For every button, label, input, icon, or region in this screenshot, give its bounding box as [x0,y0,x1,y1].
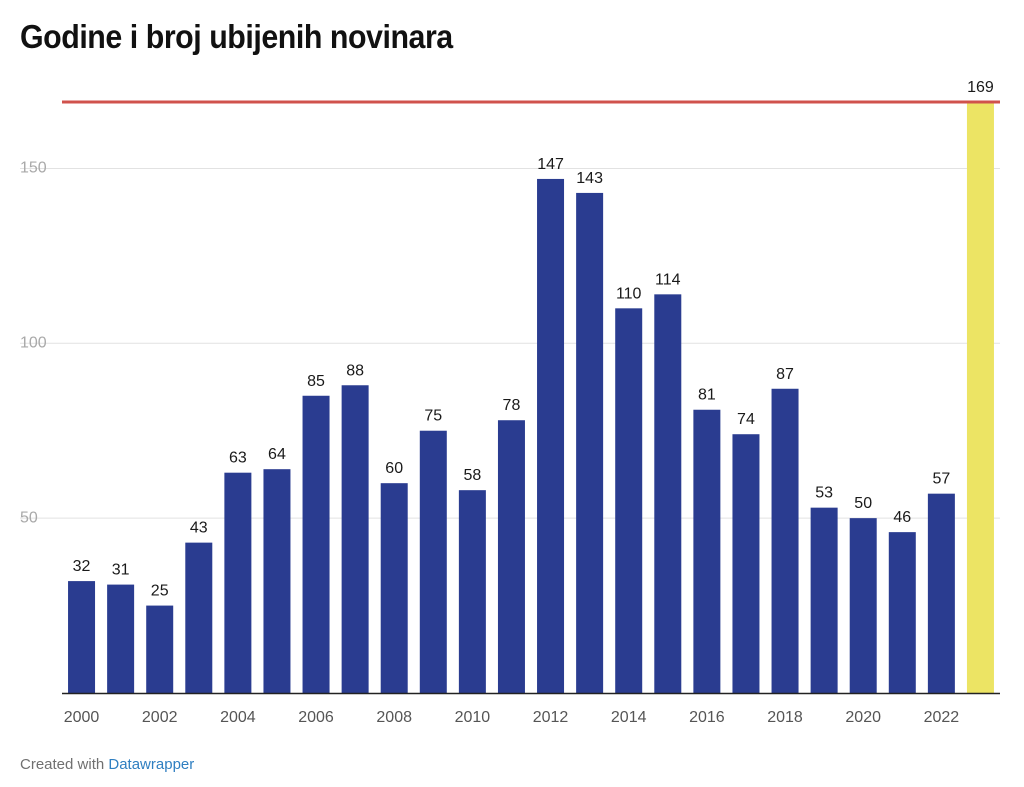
bar-2014 [615,308,643,693]
x-tick-label-2000: 2000 [64,709,100,726]
bar-2021 [888,532,916,693]
footer-credit: Created with Datawrapper [20,756,194,773]
x-tick-label-2010: 2010 [455,709,491,726]
value-label-2012: 147 [537,156,564,173]
y-tick-label-150: 150 [20,160,47,177]
x-tick-label-2014: 2014 [611,709,647,726]
value-label-2010: 58 [463,467,481,484]
value-label-2004: 63 [229,450,247,467]
y-tick-label-100: 100 [20,335,47,352]
bar-2022 [927,493,955,693]
footer-prefix: Created with [20,756,109,773]
chart-title: Godine i broj ubijenih novinara [20,18,453,55]
value-label-2021: 46 [893,509,911,526]
value-label-2011: 78 [503,397,521,414]
value-label-2020: 50 [854,495,872,512]
value-label-2009: 75 [424,408,442,425]
value-label-2003: 43 [190,520,208,537]
value-label-2015: 114 [655,271,681,288]
bar-2017 [732,434,760,693]
bar-2013 [576,192,604,693]
bar-2004 [224,472,252,693]
bar-2007 [341,385,369,693]
bar-2019 [810,507,838,693]
x-tick-label-2004: 2004 [220,709,256,726]
value-label-2018: 87 [776,366,794,383]
bar-2003 [185,542,213,693]
bar-2020 [849,518,877,693]
x-tick-label-2012: 2012 [533,709,569,726]
x-tick-label-2022: 2022 [924,709,960,726]
x-tick-label-2016: 2016 [689,709,725,726]
bar-2018 [771,388,799,693]
bar-2008 [380,483,408,693]
value-label-2017: 74 [737,411,755,428]
bar-2016 [693,409,721,693]
value-label-2022: 57 [932,471,950,488]
bar-2009 [419,430,447,693]
value-label-2005: 64 [268,446,286,463]
x-tick-label-2006: 2006 [298,709,334,726]
bar-2005 [263,469,291,693]
x-tick-label-2018: 2018 [767,709,803,726]
y-tick-label-50: 50 [20,509,38,526]
value-label-2019: 53 [815,485,833,502]
value-label-2013: 143 [576,170,603,187]
value-label-2023: 169 [967,79,994,96]
bar-2010 [458,490,486,693]
value-label-2016: 81 [698,387,716,404]
x-tick-label-2002: 2002 [142,709,178,726]
bar-2006 [302,395,330,693]
value-label-2002: 25 [151,583,169,600]
value-label-2001: 31 [112,562,130,579]
value-label-2007: 88 [346,362,364,379]
bar-2015 [654,294,682,693]
value-label-2014: 110 [616,285,642,302]
bar-2000 [68,581,96,693]
x-tick-label-2008: 2008 [376,709,412,726]
value-label-2006: 85 [307,373,325,390]
value-label-2000: 32 [73,558,91,575]
value-label-2008: 60 [385,460,403,477]
datawrapper-link[interactable]: Datawrapper [108,756,195,773]
bar-2012 [537,178,565,693]
bar-2011 [497,420,525,693]
x-tick-label-2020: 2020 [845,709,881,726]
bar-2001 [107,584,135,693]
bar-2023 [966,102,994,693]
bar-2002 [146,605,174,693]
